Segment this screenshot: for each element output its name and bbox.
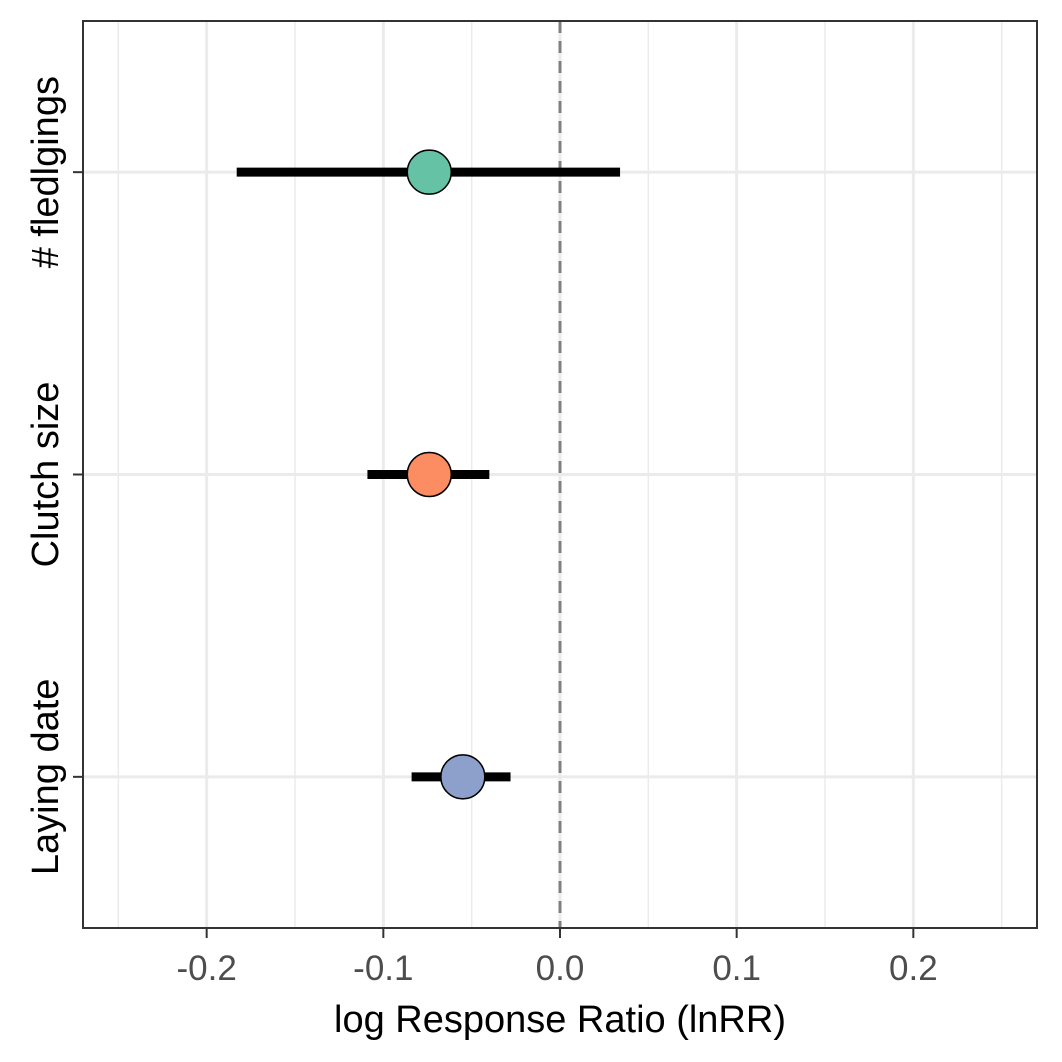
y-tick-label: Clutch size xyxy=(25,382,67,568)
y-tick-label: Laying date xyxy=(25,679,67,876)
estimate-points xyxy=(406,149,486,800)
y-axis-ticks: # fledlgings Clutch size Laying date xyxy=(25,76,83,875)
x-tick-label: -0.2 xyxy=(177,949,237,988)
x-tick-label: 0.0 xyxy=(536,949,585,988)
estimate-point xyxy=(406,149,453,195)
x-axis-title: log Response Ratio (lnRR) xyxy=(334,999,786,1041)
x-tick-label: -0.1 xyxy=(353,949,413,988)
x-axis-ticks: -0.2 -0.1 0.0 0.1 0.2 xyxy=(177,928,938,988)
estimate-point xyxy=(440,754,486,800)
y-tick-label: # fledlgings xyxy=(25,76,67,268)
x-tick-label: 0.2 xyxy=(889,949,938,988)
estimate-point xyxy=(406,451,453,498)
x-tick-label: 0.1 xyxy=(712,949,761,988)
